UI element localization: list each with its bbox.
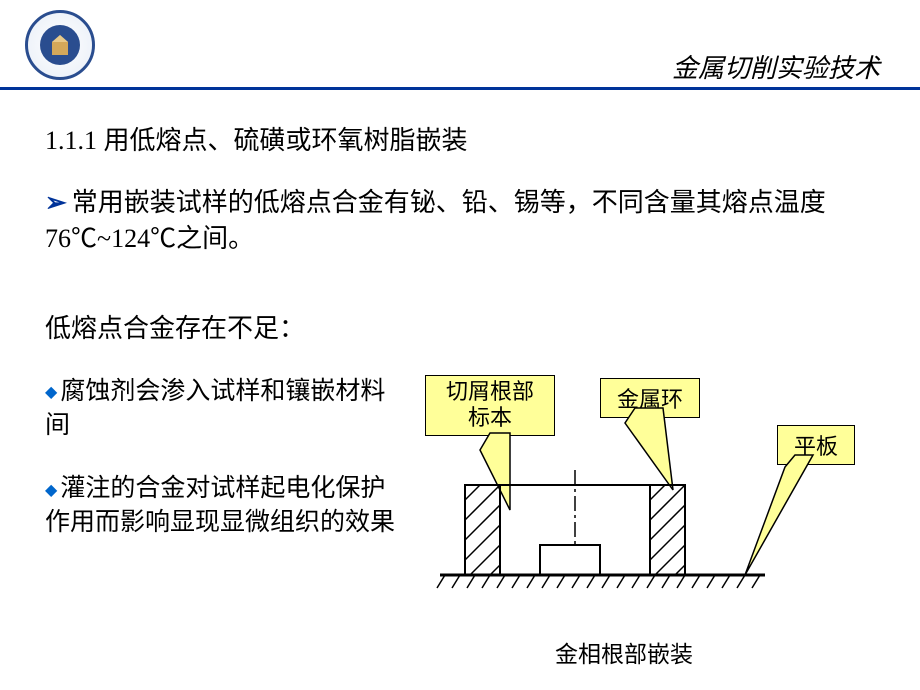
left-column: ◆腐蚀剂会渗入试样和镶嵌材料间 ◆灌注的合金对试样起电化保护作用而影响显现显微组… (45, 375, 395, 675)
arrow-icon: ➢ (45, 188, 67, 217)
main-bullet: ➢常用嵌装试样的低熔点合金有铋、铅、锡等，不同含量其熔点温度76℃~124℃之间… (45, 185, 875, 258)
university-logo (25, 10, 95, 80)
diagram: 切屑根部标本 金属环 平板 (415, 375, 875, 675)
diamond-icon: ◆ (45, 384, 57, 401)
bullet-item: ◆灌注的合金对试样起电化保护作用而影响显现显微组织的效果 (45, 472, 395, 540)
bullet-text-1: 腐蚀剂会渗入试样和镶嵌材料间 (45, 378, 385, 439)
section-title: 1.1.1 用低熔点、硫磺或环氧树脂嵌装 (45, 120, 875, 157)
main-bullet-text: 常用嵌装试样的低熔点合金有铋、铅、锡等，不同含量其熔点温度76℃~124℃之间。 (45, 188, 826, 253)
diamond-icon: ◆ (45, 482, 57, 499)
columns: ◆腐蚀剂会渗入试样和镶嵌材料间 ◆灌注的合金对试样起电化保护作用而影响显现显微组… (45, 375, 875, 675)
sub-title: 低熔点合金存在不足： (45, 308, 875, 345)
diagram-caption: 金相根部嵌装 (555, 635, 693, 669)
course-title: 金属切削实验技术 (672, 48, 880, 85)
bullet-text-2: 灌注的合金对试样起电化保护作用而影响显现显微组织的效果 (45, 475, 395, 536)
diagram-svg (415, 375, 875, 655)
right-column: 切屑根部标本 金属环 平板 (415, 375, 875, 675)
slide-content: 1.1.1 用低熔点、硫磺或环氧树脂嵌装 ➢常用嵌装试样的低熔点合金有铋、铅、锡… (0, 90, 920, 675)
header: 金属切削实验技术 (0, 0, 920, 90)
bullet-item: ◆腐蚀剂会渗入试样和镶嵌材料间 (45, 375, 395, 443)
